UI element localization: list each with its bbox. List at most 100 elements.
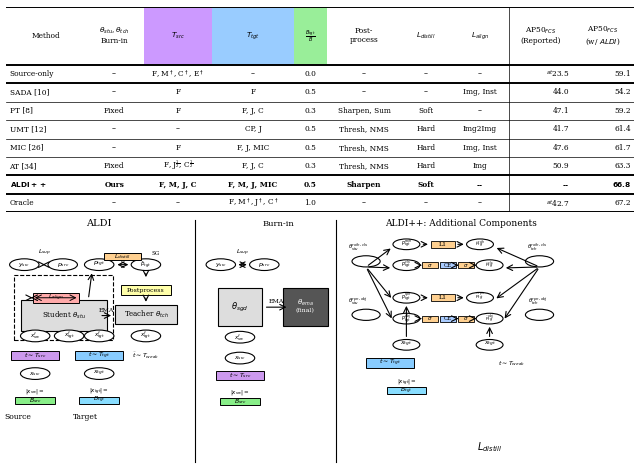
Text: $p^{rpn}_{tgt}$: $p^{rpn}_{tgt}$ xyxy=(401,292,412,304)
Bar xyxy=(216,371,264,380)
Text: 47.6: 47.6 xyxy=(552,144,569,152)
Circle shape xyxy=(48,259,77,270)
Text: Oracle: Oracle xyxy=(10,199,34,207)
Text: EMA: EMA xyxy=(269,299,284,304)
Text: --: -- xyxy=(250,70,255,78)
Circle shape xyxy=(476,340,503,350)
Bar xyxy=(121,285,171,295)
Text: 41.7: 41.7 xyxy=(552,125,569,133)
Text: $x_{tgt}$: $x_{tgt}$ xyxy=(93,369,106,378)
Text: --: -- xyxy=(477,107,483,115)
Text: $\theta^{roih,cls}_{tch}$: $\theta^{roih,cls}_{tch}$ xyxy=(527,242,548,253)
Text: 0.5: 0.5 xyxy=(304,181,317,189)
Text: --: -- xyxy=(112,125,116,133)
Text: $\sigma$: $\sigma$ xyxy=(428,262,433,269)
Text: $B_{tgt}$: $B_{tgt}$ xyxy=(93,395,106,405)
Text: L1: L1 xyxy=(439,295,447,300)
Text: $\theta_{ema}$: $\theta_{ema}$ xyxy=(297,298,314,308)
Text: ALDI: ALDI xyxy=(86,219,112,228)
Text: F, J$^{\frac{1}{2}}$, C$^{\frac{1}{2}}$: F, J$^{\frac{1}{2}}$, C$^{\frac{1}{2}}$ xyxy=(163,159,193,173)
Text: $\frac{B_{tgt}}{B}$: $\frac{B_{tgt}}{B}$ xyxy=(305,28,316,43)
Text: 0.0: 0.0 xyxy=(304,70,316,78)
Bar xyxy=(33,293,79,303)
Text: $x_{tgt}$: $x_{tgt}$ xyxy=(400,340,413,349)
Text: $\theta^{rpn,obj}_{stu}$: $\theta^{rpn,obj}_{stu}$ xyxy=(348,296,369,307)
Text: $L_{distill}$: $L_{distill}$ xyxy=(115,252,131,261)
Text: --: -- xyxy=(175,199,180,207)
Text: --: -- xyxy=(112,144,116,152)
Circle shape xyxy=(84,259,114,270)
Text: $|x_{src}|{=}$: $|x_{src}|{=}$ xyxy=(230,388,250,397)
Circle shape xyxy=(393,340,420,350)
Text: MIC [26]: MIC [26] xyxy=(10,144,43,152)
Text: $x_{src}$: $x_{src}$ xyxy=(29,370,42,377)
Text: $B_{tgt}$: $B_{tgt}$ xyxy=(400,386,413,396)
Circle shape xyxy=(54,330,84,342)
Text: AP50$_{FCS}$
(Reported): AP50$_{FCS}$ (Reported) xyxy=(520,26,561,45)
Text: $\theta_{sgd}$: $\theta_{sgd}$ xyxy=(231,301,249,314)
Text: Postprocess: Postprocess xyxy=(127,288,164,293)
Circle shape xyxy=(525,309,554,320)
Text: --: -- xyxy=(424,70,429,78)
Text: $p^{cls}_{tgt}$: $p^{cls}_{tgt}$ xyxy=(401,259,412,271)
Circle shape xyxy=(476,260,503,270)
Text: $\theta^{rpn,obj}_{tch}$: $\theta^{rpn,obj}_{tch}$ xyxy=(527,296,548,307)
Circle shape xyxy=(131,259,161,270)
Text: Img2Img: Img2Img xyxy=(463,125,497,133)
Text: EMA: EMA xyxy=(99,308,115,313)
Circle shape xyxy=(352,309,380,320)
Text: AT [34]: AT [34] xyxy=(10,162,37,170)
Text: CE: CE xyxy=(444,316,452,321)
Text: 67.2: 67.2 xyxy=(614,199,631,207)
Bar xyxy=(440,316,456,322)
Text: 50.9: 50.9 xyxy=(552,162,569,170)
Text: $L_{distill}$: $L_{distill}$ xyxy=(477,440,502,453)
Bar xyxy=(387,387,426,394)
Text: 61.7: 61.7 xyxy=(614,144,631,152)
Text: --: -- xyxy=(424,199,429,207)
Bar xyxy=(283,288,328,326)
Text: $x_{src}$: $x_{src}$ xyxy=(234,354,246,362)
Bar xyxy=(458,316,474,322)
Text: Source: Source xyxy=(4,413,31,421)
Text: $\sigma$: $\sigma$ xyxy=(428,315,433,322)
Text: Post-
process: Post- process xyxy=(349,27,378,44)
Text: Thresh, NMS: Thresh, NMS xyxy=(339,162,389,170)
Text: ALDI++: Additional Components: ALDI++: Additional Components xyxy=(385,219,537,228)
Text: $x_{tgt}$: $x_{tgt}$ xyxy=(483,340,496,349)
Text: (final): (final) xyxy=(296,308,315,313)
Text: F, J, C: F, J, C xyxy=(242,107,264,115)
Text: Ours: Ours xyxy=(104,181,124,189)
Bar xyxy=(20,300,108,332)
Circle shape xyxy=(225,332,255,343)
Text: F, J, MIC: F, J, MIC xyxy=(237,144,269,152)
Text: $\hat{p}^{obj}_{tgt}$: $\hat{p}^{obj}_{tgt}$ xyxy=(485,312,494,325)
Text: Img: Img xyxy=(473,162,488,170)
Text: Fixed: Fixed xyxy=(104,162,125,170)
Text: $\tilde{t} \sim T_{weak}$: $\tilde{t} \sim T_{weak}$ xyxy=(132,351,160,361)
Text: F: F xyxy=(175,144,180,152)
Text: F: F xyxy=(250,88,255,96)
Text: --: -- xyxy=(112,70,116,78)
Circle shape xyxy=(225,352,255,364)
Text: Teacher $\theta_{tch}$: Teacher $\theta_{tch}$ xyxy=(124,309,168,320)
Text: Img, Inst: Img, Inst xyxy=(463,144,497,152)
Text: F, M$^\dagger$, C$^\dagger$, E$^\dagger$: F, M$^\dagger$, C$^\dagger$, E$^\dagger$ xyxy=(152,68,204,80)
Text: Student $\theta_{stu}$: Student $\theta_{stu}$ xyxy=(42,310,86,321)
Bar xyxy=(212,7,294,64)
Text: Soft: Soft xyxy=(418,181,435,189)
Text: $x^f_{tgt}$: $x^f_{tgt}$ xyxy=(63,330,75,342)
Text: Source-only: Source-only xyxy=(10,70,54,78)
Text: 54.2: 54.2 xyxy=(614,88,631,96)
Text: 59.2: 59.2 xyxy=(614,107,631,115)
Text: $\mathbf{ALDI++}$: $\mathbf{ALDI++}$ xyxy=(10,180,47,189)
Text: F, M, J, MIC: F, M, J, MIC xyxy=(228,181,278,189)
Circle shape xyxy=(20,368,50,380)
Text: Burn-in: Burn-in xyxy=(262,220,294,228)
Text: Hard: Hard xyxy=(417,162,436,170)
Circle shape xyxy=(20,330,50,342)
Bar xyxy=(431,294,455,301)
Text: Soft: Soft xyxy=(419,107,434,115)
Text: $t \sim T_{tgt}$: $t \sim T_{tgt}$ xyxy=(88,350,110,361)
Bar xyxy=(440,262,456,268)
